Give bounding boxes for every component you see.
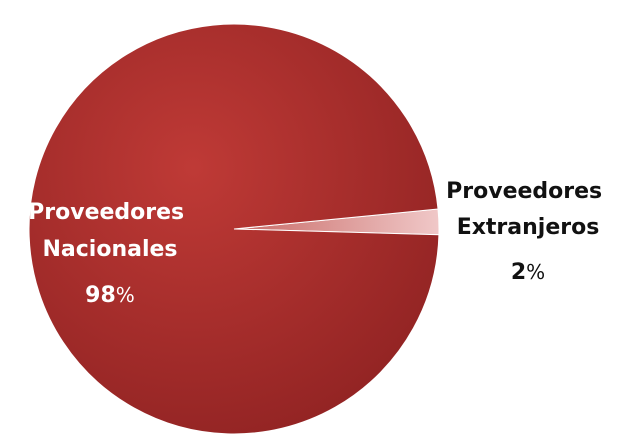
slice-label-extranjeros-line1: Proveedores [446,179,602,204]
slice-label-extranjeros: Proveedores Extranjeros [446,179,610,240]
slice-value-extranjeros-unit: % [526,260,545,284]
slice-value-nacionales-number: 98 [85,283,116,308]
pie-slices [28,23,440,435]
slice-label-nacionales-line1: Proveedores [28,200,184,225]
slice-value-nacionales-unit: % [116,283,135,307]
slice-value-extranjeros: 2% [511,260,545,285]
slice-value-nacionales: 98% [85,283,135,308]
slice-label-extranjeros-line2: Extranjeros [457,215,600,240]
slice-value-extranjeros-number: 2 [511,260,526,285]
pie-slice-nacionales [28,23,440,435]
slice-label-nacionales: Proveedores Nacionales [28,200,192,262]
slice-label-nacionales-line2: Nacionales [42,237,177,262]
